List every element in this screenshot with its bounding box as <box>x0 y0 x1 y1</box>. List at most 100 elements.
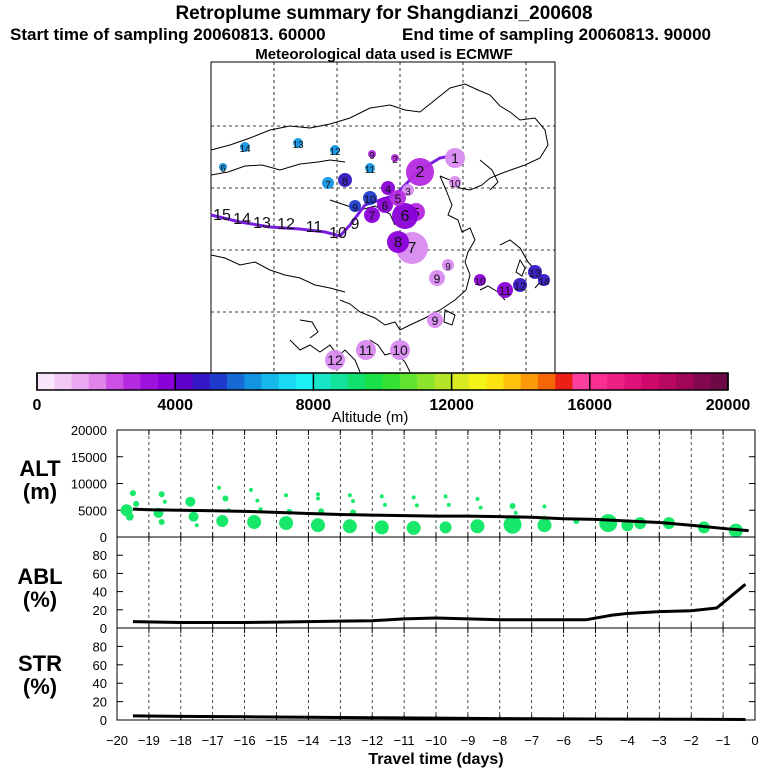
plume-marker-label: 13 <box>529 268 541 280</box>
x-tick-label: −11 <box>394 733 415 748</box>
str-line <box>132 714 746 722</box>
alt-point <box>411 495 416 500</box>
plume-marker-label: 6 <box>382 199 389 213</box>
alt-point <box>513 510 518 515</box>
plume-markers: 1234567899910111210111213141010987111213… <box>213 138 550 370</box>
alt-point <box>443 494 448 499</box>
colorbar-cell <box>555 373 574 390</box>
plume-marker <box>449 176 461 188</box>
y-tick-label: 80 <box>93 548 107 563</box>
x-tick-label: −3 <box>652 733 667 748</box>
plume-marker <box>402 184 414 196</box>
y-tick-label: 10000 <box>71 477 107 492</box>
colorbar-cell <box>175 373 193 390</box>
x-tick-label: −9 <box>460 733 475 748</box>
x-tick-label: −8 <box>492 733 507 748</box>
colorbar-cell <box>589 373 608 390</box>
colorbar-cell <box>693 373 712 390</box>
y-tick-label: 20 <box>93 695 107 710</box>
alt-point <box>406 520 421 535</box>
plume-marker <box>442 259 454 271</box>
alt-point <box>284 493 289 498</box>
plume-marker-label: 6 <box>401 208 410 225</box>
track-day-label: 10 <box>329 225 347 242</box>
plume-marker-label: 12 <box>329 147 341 158</box>
y-tick-label: 15000 <box>71 450 107 465</box>
colorbar-cell <box>244 373 263 390</box>
plume-marker-label: 9 <box>352 203 358 214</box>
plume-marker <box>513 278 527 292</box>
colorbar-cell <box>503 373 522 390</box>
plume-marker-label: 2 <box>416 164 425 181</box>
alt-point <box>310 518 325 533</box>
plume-marker-label: 10 <box>474 277 486 288</box>
colorbar-cell <box>624 373 643 390</box>
plume-marker-label: 14 <box>239 144 251 155</box>
colorbar-tick-label: 8000 <box>296 397 332 414</box>
y-tick-label: 0 <box>100 713 107 728</box>
plume-marker-label: 9 <box>434 272 441 286</box>
plume-marker <box>377 197 393 213</box>
alt-point <box>446 502 451 507</box>
plume-marker <box>219 163 227 171</box>
alt-point <box>315 496 320 501</box>
alt-point <box>374 520 389 535</box>
plume-marker <box>330 145 340 155</box>
alt-point <box>248 487 253 492</box>
str-panel: 0 20 40 60 80 <box>93 627 756 728</box>
track-day-label: 13 <box>253 215 271 232</box>
colorbar-cell <box>434 373 453 390</box>
alt-point <box>158 491 165 498</box>
colorbar-cell <box>399 373 418 390</box>
alt-point <box>542 504 547 509</box>
alt-point <box>509 502 516 509</box>
colorbar-cell <box>192 373 211 390</box>
colorbar-tick-label: 4000 <box>157 397 193 414</box>
alt-point <box>194 523 199 528</box>
x-tick-label: −18 <box>170 733 192 748</box>
alt-point <box>216 514 229 527</box>
alt-point <box>537 518 552 533</box>
colorbar-cell <box>296 373 314 390</box>
y-tick-label: 40 <box>93 676 107 691</box>
plume-marker-label: 10 <box>449 179 461 190</box>
str-panel-label: STR (%) <box>10 652 70 698</box>
map-coastlines <box>210 83 549 373</box>
y-tick-label: 60 <box>93 658 107 673</box>
alt-point <box>188 511 199 522</box>
plume-marker-label: 12 <box>327 352 343 368</box>
plume-marker <box>368 150 376 158</box>
plume-marker-label: 3 <box>405 187 411 198</box>
colorbar-cell <box>537 373 556 390</box>
x-tick-label: −6 <box>556 733 571 748</box>
plume-marker-label: 13 <box>292 140 304 151</box>
colorbar-cell <box>157 373 176 390</box>
plume-marker <box>427 312 443 328</box>
plume-marker <box>349 200 361 212</box>
abl-panel: 0 20 40 60 80 <box>93 536 756 636</box>
plume-marker-label: 7 <box>369 209 376 223</box>
x-axis-title: Travel time (days) <box>368 751 503 768</box>
plume-marker <box>381 181 395 195</box>
plume-marker <box>391 154 399 162</box>
track-day-label: 9 <box>351 216 360 233</box>
alt-point <box>475 497 480 502</box>
colorbar-cell <box>261 373 280 390</box>
alt-point <box>185 496 196 507</box>
colorbar-cell <box>417 373 435 390</box>
alt-label: ALT <box>19 456 61 481</box>
plume-marker-label: 9 <box>369 151 375 162</box>
alt-point <box>351 499 356 504</box>
plume-marker <box>364 207 380 223</box>
x-tick-label: −7 <box>524 733 539 748</box>
colorbar-cell <box>347 373 366 390</box>
plume-marker-label: 11 <box>359 342 374 358</box>
alt-point <box>125 512 134 521</box>
plume-marker-label: 8 <box>394 234 402 251</box>
x-tick-label: −4 <box>620 733 635 748</box>
y-tick-label: 5000 <box>78 503 107 518</box>
plume-marker <box>445 148 465 168</box>
x-tick-label: −20 <box>106 733 128 748</box>
track-day-label: 15 <box>213 207 231 224</box>
y-tick-label: 0 <box>100 621 107 636</box>
